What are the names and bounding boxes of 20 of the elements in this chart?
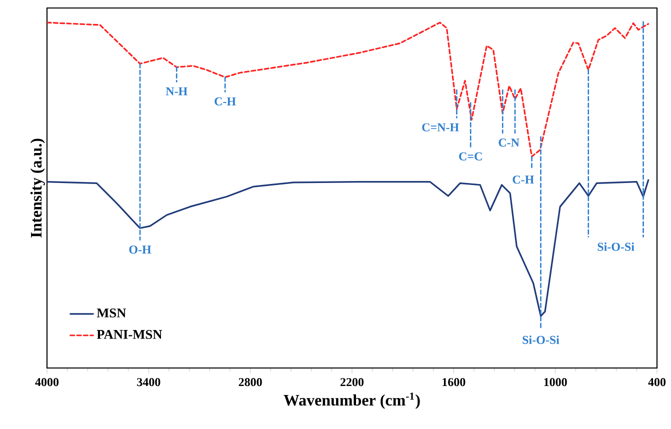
x-tick-label: 4000 bbox=[35, 378, 59, 386]
x-axis-title: Wavenumber (cm$^{-1}$) bbox=[284, 392, 420, 409]
legend-label: PANI-MSN bbox=[96, 330, 162, 339]
legend-label: MSN bbox=[96, 308, 126, 318]
annotation: Si-O-Si bbox=[522, 336, 560, 344]
annotation: C=C bbox=[459, 152, 482, 160]
annotation: Si-O-Si bbox=[598, 242, 634, 251]
annotation: N-H bbox=[166, 87, 188, 96]
x-tick-label: 1600 bbox=[442, 378, 466, 386]
annotation: C=N-H bbox=[422, 123, 459, 132]
x-tick-label: 3400 bbox=[137, 378, 160, 386]
annotation: C-H bbox=[214, 97, 236, 106]
x-tick-label: 2800 bbox=[238, 378, 262, 386]
y-axis-title: Intensity (a.u.) bbox=[30, 138, 45, 238]
x-tick-label: 400 bbox=[648, 378, 666, 386]
annotation: C-H bbox=[512, 176, 534, 184]
x-tick-label: 2200 bbox=[340, 378, 364, 386]
annotation: C-N bbox=[498, 138, 520, 147]
annotation: O-H bbox=[129, 246, 152, 254]
x-tick-label: 1000 bbox=[544, 378, 567, 386]
